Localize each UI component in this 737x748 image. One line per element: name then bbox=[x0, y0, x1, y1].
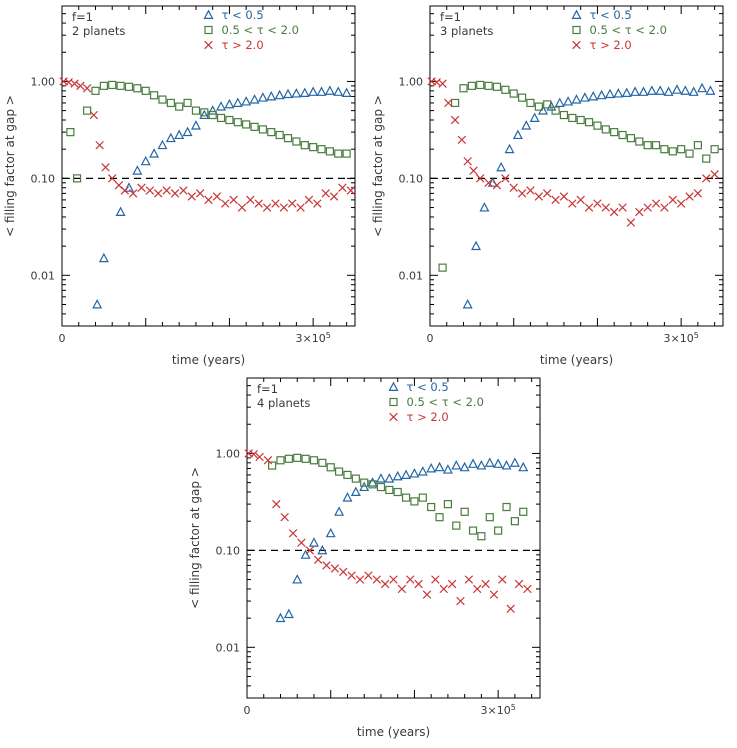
svg-text:f=1: f=1 bbox=[72, 10, 93, 24]
y-axis-label: < filling factor at gap > bbox=[3, 95, 17, 237]
chart-svg: 1.00 0.10 0.01 0 3×105 time (years) < filling … bbox=[3, 5, 356, 367]
svg-text:f=1: f=1 bbox=[440, 10, 461, 24]
plot-frame bbox=[246, 377, 540, 699]
svg-text:3 planets: 3 planets bbox=[440, 24, 493, 38]
axis-ticks bbox=[61, 6, 355, 326]
x-tick-label: 0 bbox=[243, 704, 250, 717]
y-tick-label: 0.10 bbox=[399, 172, 424, 185]
panel-4-planets: 1.00 0.10 0.01 0 3×105 time (years) < filling … bbox=[185, 372, 553, 744]
top-row: 1.00 0.10 0.01 0 3×105 time (years) < filling … bbox=[0, 0, 737, 372]
panel-annotation: f=14 planets bbox=[257, 382, 310, 410]
series-0 bbox=[462, 82, 716, 309]
y-tick-label: 0.10 bbox=[31, 172, 56, 185]
x-axis-label: time (years) bbox=[540, 353, 613, 367]
series-0 bbox=[92, 85, 352, 309]
legend-item-2: τ > 2.0 bbox=[572, 38, 632, 52]
panel-3-planets: 1.00 0.10 0.01 0 3×105 time (years) < filling … bbox=[368, 0, 736, 372]
x-axis-label: time (years) bbox=[356, 725, 429, 739]
plot-frame bbox=[61, 5, 356, 327]
series-1 bbox=[66, 80, 351, 183]
y-axis-label: < filling factor at gap > bbox=[188, 467, 202, 609]
series-2 bbox=[243, 449, 532, 613]
x-tick-label: 0 bbox=[59, 332, 66, 345]
x-tick-label: 3×105 bbox=[663, 331, 698, 345]
y-tick-label: 0.01 bbox=[31, 269, 56, 282]
legend-item-1: 0.5 < τ < 2.0 bbox=[572, 23, 667, 37]
legend: τ < 0.50.5 < τ < 2.0τ > 2.0 bbox=[203, 8, 299, 52]
panel-annotation: f=13 planets bbox=[440, 10, 493, 38]
svg-text:2 planets: 2 planets bbox=[72, 24, 125, 38]
legend-label: 0.5 < τ < 2.0 bbox=[406, 395, 483, 409]
legend: τ < 0.50.5 < τ < 2.0τ > 2.0 bbox=[388, 380, 483, 424]
series-1 bbox=[267, 453, 527, 541]
legend-label: τ < 0.5 bbox=[222, 8, 264, 22]
x-tick-label: 3×105 bbox=[480, 703, 515, 717]
panel-2-planets: 1.00 0.10 0.01 0 3×105 time (years) < filling … bbox=[0, 0, 368, 372]
x-tick-label: 0 bbox=[427, 332, 434, 345]
legend: τ < 0.50.5 < τ < 2.0τ > 2.0 bbox=[571, 8, 667, 52]
svg-text:f=1: f=1 bbox=[257, 382, 278, 396]
series-0 bbox=[274, 457, 528, 623]
legend-label: τ < 0.5 bbox=[590, 8, 632, 22]
axis-ticks bbox=[429, 6, 723, 326]
series-2 bbox=[59, 77, 356, 212]
series-1 bbox=[438, 80, 719, 272]
legend-item-0: τ < 0.5 bbox=[203, 8, 264, 22]
legend-item-0: τ < 0.5 bbox=[571, 8, 632, 22]
chart-svg: 1.00 0.10 0.01 0 3×105 time (years) < filling … bbox=[188, 377, 540, 739]
legend-item-2: τ > 2.0 bbox=[388, 410, 448, 424]
legend-label: 0.5 < τ < 2.0 bbox=[590, 23, 667, 37]
legend-label: τ > 2.0 bbox=[222, 38, 264, 52]
y-tick-label: 1.00 bbox=[31, 75, 56, 88]
y-tick-label: 0.01 bbox=[399, 269, 424, 282]
legend-item-2: τ > 2.0 bbox=[204, 38, 264, 52]
chart-svg: 1.00 0.10 0.01 0 3×105 time (years) < filling … bbox=[371, 5, 724, 367]
legend-label: τ > 2.0 bbox=[590, 38, 632, 52]
legend-label: τ > 2.0 bbox=[406, 410, 448, 424]
legend-item-0: τ < 0.5 bbox=[388, 380, 448, 394]
bottom-row: 1.00 0.10 0.01 0 3×105 time (years) < filling … bbox=[0, 372, 737, 744]
plot-frame bbox=[429, 5, 724, 327]
series-2 bbox=[427, 77, 719, 227]
y-axis-label: < filling factor at gap > bbox=[371, 95, 385, 237]
y-tick-label: 1.00 bbox=[399, 75, 424, 88]
y-tick-label: 0.01 bbox=[215, 641, 240, 654]
y-tick-label: 1.00 bbox=[215, 447, 240, 460]
x-tick-label: 3×105 bbox=[295, 331, 330, 345]
legend-label: τ < 0.5 bbox=[406, 380, 448, 394]
legend-label: 0.5 < τ < 2.0 bbox=[222, 23, 299, 37]
x-axis-label: time (years) bbox=[172, 353, 245, 367]
legend-item-1: 0.5 < τ < 2.0 bbox=[388, 395, 483, 409]
panel-annotation: f=12 planets bbox=[72, 10, 125, 38]
legend-item-1: 0.5 < τ < 2.0 bbox=[204, 23, 299, 37]
axis-ticks bbox=[246, 378, 540, 698]
svg-text:4 planets: 4 planets bbox=[257, 396, 310, 410]
y-tick-label: 0.10 bbox=[215, 544, 240, 557]
